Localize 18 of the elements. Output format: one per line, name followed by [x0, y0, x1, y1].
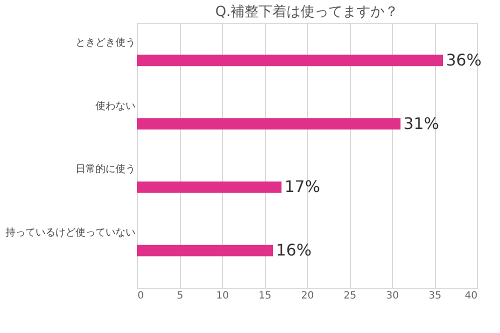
x-tick-label: 0: [138, 290, 144, 302]
data-label: 36%: [446, 50, 482, 70]
x-tick-label: 5: [176, 290, 184, 302]
y-tick-label: ときどき使う: [76, 37, 136, 48]
x-tick-label: 10: [216, 290, 229, 302]
data-label: 16%: [276, 240, 312, 260]
x-tick-label: 30: [386, 290, 399, 302]
y-tick-label: 使わない: [96, 100, 136, 112]
y-tick-label: 持っているけど使っていない: [6, 226, 136, 239]
y-tick-label: 日常的に使う: [76, 163, 136, 176]
x-tick-label: 25: [344, 290, 356, 302]
x-tick-label: 40: [464, 290, 478, 302]
x-tick-label: 35: [428, 290, 442, 302]
x-tick-label: 15: [258, 290, 272, 302]
chart-title: Q.補整下着は使ってますか？: [215, 4, 399, 20]
data-label: 31%: [404, 114, 440, 133]
data-label: 17%: [284, 177, 320, 196]
x-tick-label: 20: [301, 290, 314, 302]
